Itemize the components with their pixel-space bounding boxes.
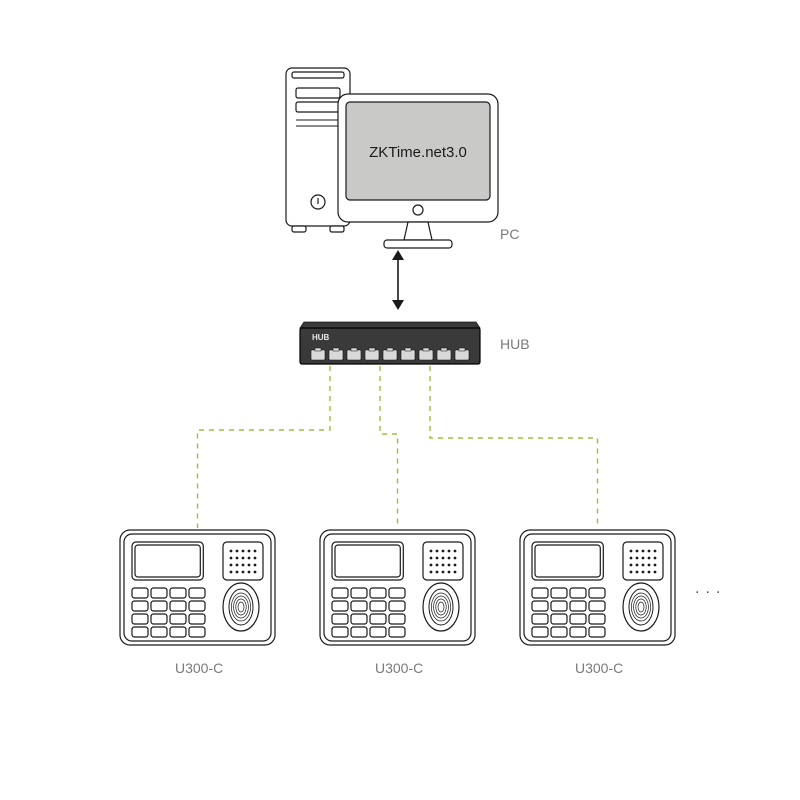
ellipsis: ...	[695, 580, 726, 598]
device-1	[320, 530, 475, 645]
hub-caption: HUB	[500, 336, 530, 352]
cable-2	[430, 366, 598, 528]
device-0-caption: U300-C	[175, 660, 223, 676]
device-2	[520, 530, 675, 645]
device-0	[120, 530, 275, 645]
pc-icon: ZKTime.net3.0	[286, 68, 498, 248]
diagram-canvas: ZKTime.net3.0 HUB PC HUB U300-C U300-C U3…	[0, 0, 800, 800]
pc-screen-label: ZKTime.net3.0	[369, 144, 467, 161]
diagram-svg: ZKTime.net3.0 HUB	[0, 0, 800, 800]
device-2-caption: U300-C	[575, 660, 623, 676]
arrow-bidirectional	[392, 250, 404, 310]
cable-1	[380, 366, 398, 528]
hub-icon: HUB	[300, 322, 480, 364]
device-1-caption: U300-C	[375, 660, 423, 676]
hub-body-label: HUB	[312, 333, 330, 342]
cable-0	[198, 366, 331, 528]
pc-caption: PC	[500, 226, 519, 242]
